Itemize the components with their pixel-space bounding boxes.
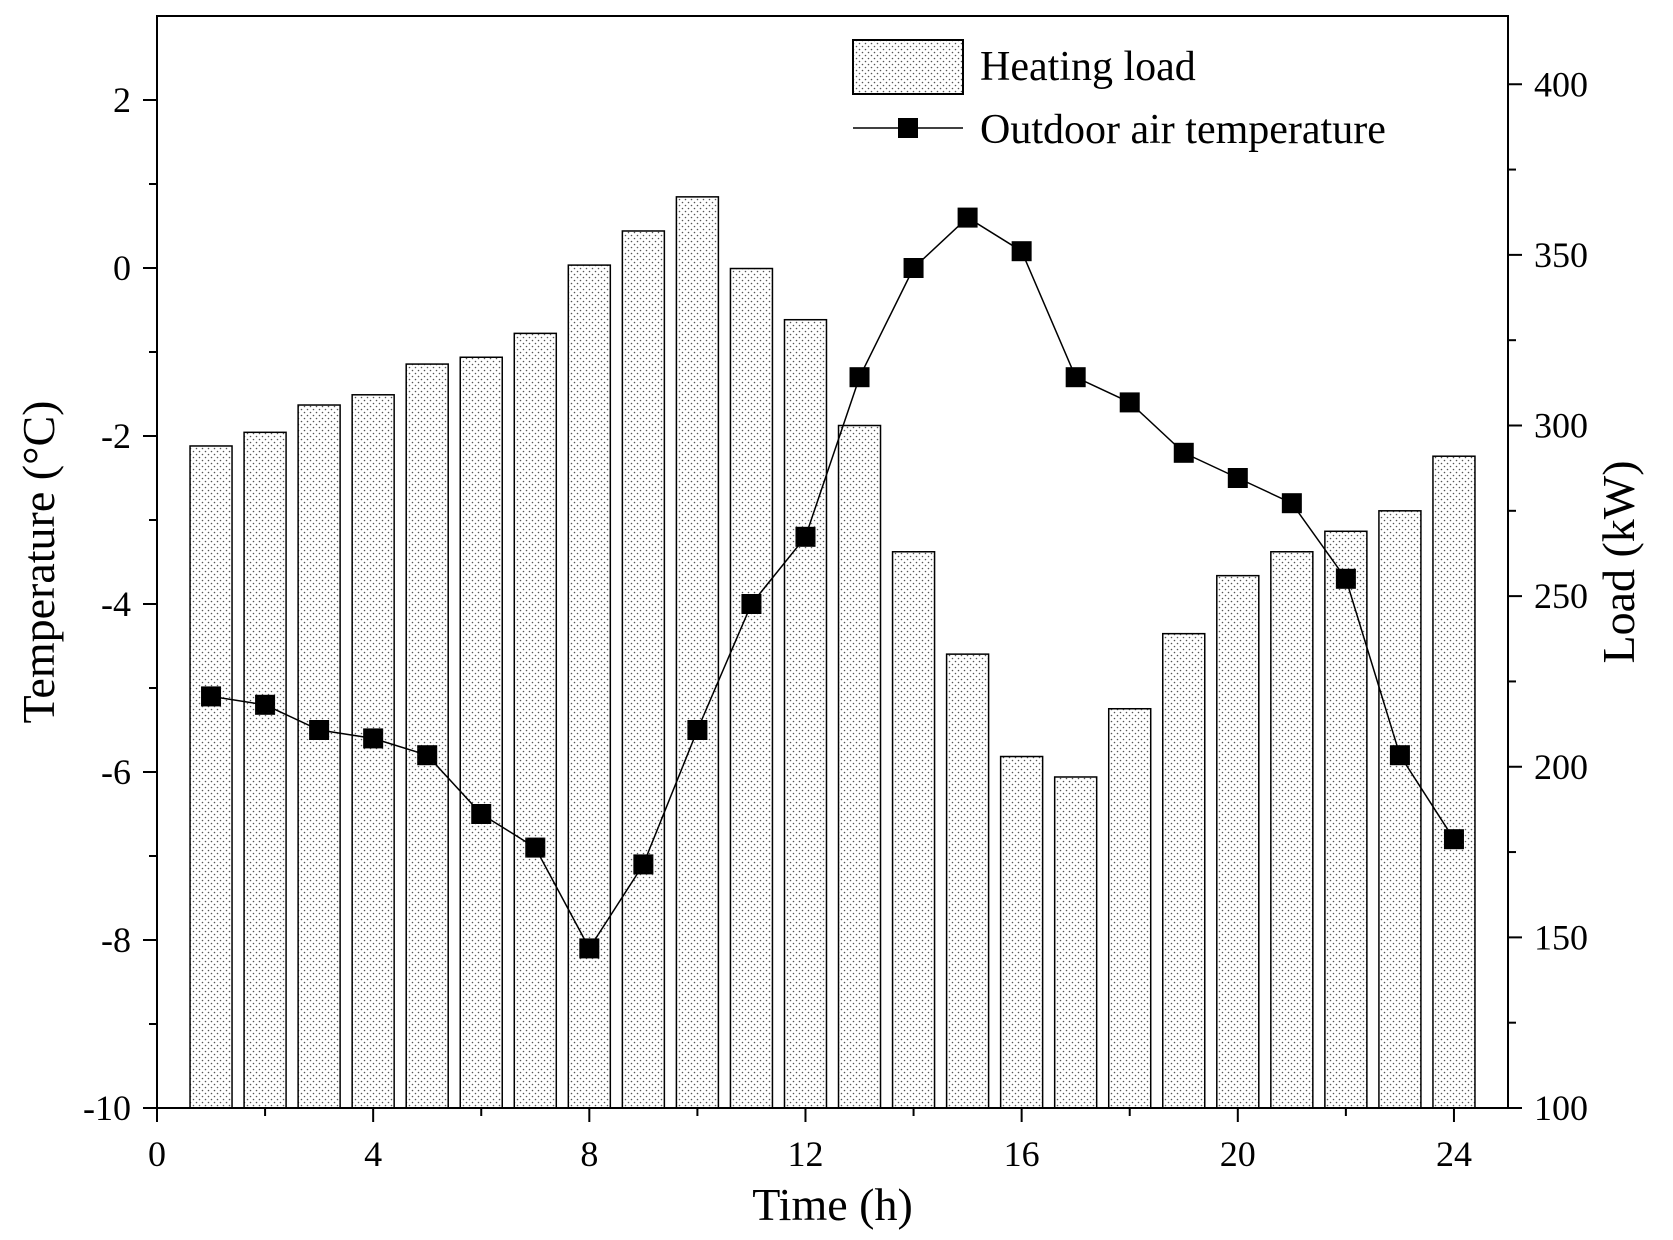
bar: [675, 196, 720, 1109]
data-point: [957, 207, 978, 228]
data-point: [795, 526, 816, 547]
legend-label-outdoor-air-temperature: Outdoor air temperature: [980, 107, 1386, 153]
right-y-axis-title: Load (kW): [1593, 460, 1644, 663]
data-point: [525, 837, 546, 858]
legend-swatch-heating-load: [852, 39, 964, 95]
left-y-tick-label: 2: [113, 80, 131, 120]
bar: [783, 318, 828, 1109]
data-point: [201, 686, 222, 707]
bar: [999, 755, 1044, 1109]
data-point: [741, 594, 762, 614]
bar: [1053, 776, 1098, 1109]
x-tick-label: 20: [1220, 1134, 1256, 1174]
bar: [837, 424, 882, 1109]
bar: [1270, 551, 1314, 1109]
x-axis-title: Time (h): [752, 1179, 913, 1230]
left-y-tick-label: 0: [113, 248, 131, 288]
data-point: [309, 720, 330, 740]
bar: [297, 404, 341, 1109]
bar: [405, 363, 449, 1109]
data-point: [1227, 468, 1248, 488]
data-point: [579, 938, 600, 959]
data-point: [417, 745, 438, 766]
bar: [1378, 510, 1422, 1109]
right-y-tick-label: 200: [1534, 747, 1588, 787]
x-tick-label: 8: [580, 1134, 598, 1174]
heating-load-bars: [189, 196, 1476, 1109]
right-y-tick-label: 100: [1534, 1088, 1588, 1128]
data-point: [1443, 829, 1464, 850]
bar: [1432, 455, 1476, 1109]
left-y-tick-label: -8: [101, 920, 131, 960]
data-point: [1065, 367, 1086, 388]
right-y-tick-label: 250: [1534, 576, 1588, 616]
bar: [351, 394, 395, 1109]
right-y-tick-label: 400: [1534, 64, 1588, 104]
left-y-tick-label: -2: [101, 416, 131, 456]
bar: [1324, 530, 1368, 1109]
x-tick-label: 12: [787, 1134, 823, 1174]
data-point: [903, 258, 924, 278]
data-point: [1335, 568, 1356, 589]
legend: Heating load Outdoor air temperature: [852, 39, 1386, 153]
data-point: [1389, 745, 1410, 766]
data-point: [1173, 442, 1194, 463]
left-y-tick-label: -6: [101, 752, 131, 792]
bar: [1216, 574, 1260, 1109]
bar: [891, 551, 936, 1109]
bar: [1107, 707, 1152, 1109]
left-y-axis-title: Temperature (°C): [13, 401, 64, 724]
left-y-tick-label: -4: [101, 584, 131, 624]
x-tick-label: 4: [364, 1134, 382, 1174]
data-point: [1281, 493, 1302, 514]
bar: [459, 356, 503, 1109]
data-point: [471, 804, 492, 824]
legend-label-heating-load: Heating load: [980, 44, 1196, 90]
data-point: [255, 694, 276, 715]
series-line: [210, 216, 1455, 950]
legend-swatch-marker: [898, 118, 918, 138]
right-y-tick-label: 150: [1534, 917, 1588, 957]
left-y-tick-label: -10: [83, 1088, 131, 1128]
bar: [513, 332, 558, 1109]
data-point: [687, 720, 708, 740]
data-point: [849, 367, 870, 388]
bar: [567, 264, 612, 1109]
bar: [945, 653, 990, 1109]
bar: [729, 267, 774, 1109]
axes: 0 4 8 12 16 20 24 -10 -8 -6 -4 -2 0 2 100 150 200 250 300 3…: [83, 64, 1588, 1174]
bar: [621, 230, 666, 1109]
right-y-tick-label: 300: [1534, 406, 1588, 446]
x-tick-label: 0: [148, 1134, 166, 1174]
data-point: [363, 728, 384, 749]
bar: [1162, 632, 1206, 1109]
data-point: [633, 854, 654, 875]
data-point: [1011, 241, 1032, 262]
plot-frame: [156, 15, 1509, 1109]
data-point: [1119, 392, 1140, 413]
bar: [189, 445, 233, 1109]
temperature-line: [201, 207, 1464, 959]
bar: [243, 431, 287, 1109]
x-tick-label: 24: [1436, 1134, 1472, 1174]
x-tick-label: 16: [1004, 1134, 1040, 1174]
right-y-tick-label: 350: [1534, 235, 1588, 275]
